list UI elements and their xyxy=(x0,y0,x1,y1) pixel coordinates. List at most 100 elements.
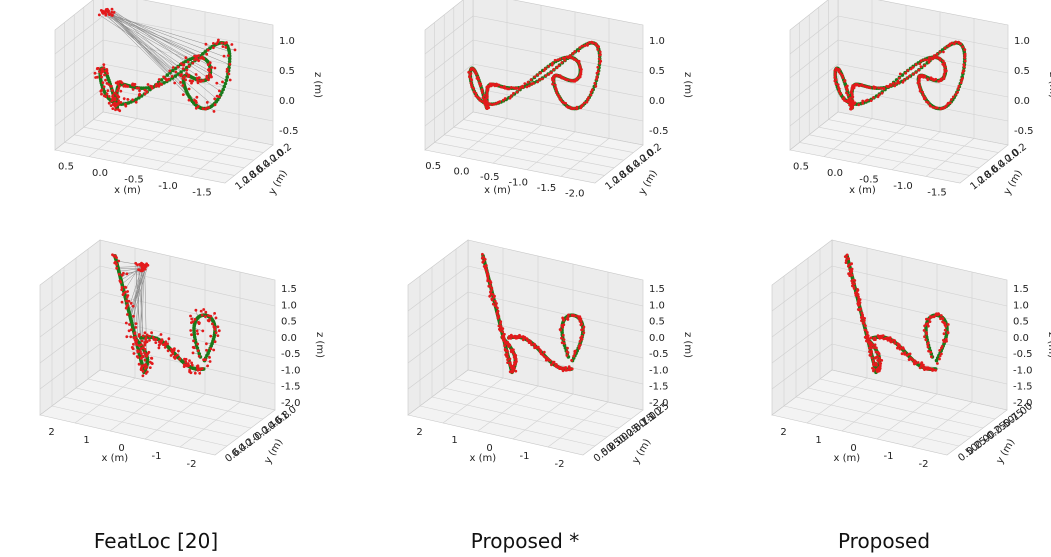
est-point xyxy=(186,60,190,64)
gt-point xyxy=(165,73,170,77)
est-point xyxy=(936,106,939,110)
est-point xyxy=(596,48,600,51)
z-tick-label: 0.0 xyxy=(1014,96,1030,107)
x-axis-label: x (m) xyxy=(101,453,128,464)
est-point xyxy=(963,59,967,63)
est-point xyxy=(922,329,926,332)
est-point xyxy=(214,331,218,335)
est-point xyxy=(147,350,151,354)
est-point xyxy=(144,353,148,357)
est-point xyxy=(145,333,149,337)
est-point xyxy=(585,100,589,104)
est-point xyxy=(927,60,931,64)
gridline xyxy=(467,291,644,333)
est-point xyxy=(188,79,192,83)
est-point xyxy=(151,336,155,339)
gridline xyxy=(144,393,206,440)
est-point xyxy=(854,294,858,297)
est-point xyxy=(116,95,120,99)
gridline xyxy=(442,377,504,424)
est-point xyxy=(961,77,964,80)
est-point xyxy=(204,315,207,318)
error-line xyxy=(103,13,214,106)
est-point xyxy=(925,332,928,336)
est-point xyxy=(599,59,603,63)
est-point xyxy=(541,77,544,81)
gridline xyxy=(789,15,839,55)
gt-point xyxy=(220,90,224,95)
est-point xyxy=(962,69,965,73)
est-point xyxy=(485,85,489,89)
est-point xyxy=(898,76,901,80)
est-point xyxy=(961,45,965,48)
est-point xyxy=(154,338,158,342)
gridline xyxy=(54,39,104,79)
est-point xyxy=(119,280,123,284)
z-tick-label: -1.0 xyxy=(281,365,301,376)
z-tick-label: 0.5 xyxy=(649,317,665,328)
est-point xyxy=(501,330,505,334)
est-point xyxy=(99,72,103,76)
gridline xyxy=(799,142,970,176)
est-point xyxy=(202,358,206,362)
est-point xyxy=(936,362,939,365)
est-point xyxy=(558,57,562,61)
est-point xyxy=(957,84,961,88)
est-point xyxy=(141,269,144,273)
est-point xyxy=(527,84,531,88)
est-point xyxy=(844,261,848,264)
est-point xyxy=(505,355,508,358)
est-point xyxy=(181,76,185,80)
gridline xyxy=(467,265,644,307)
gt-point xyxy=(224,78,229,83)
gridline xyxy=(431,396,608,438)
est-point xyxy=(515,90,519,94)
est-point xyxy=(140,343,143,346)
gridline xyxy=(472,15,644,50)
est-point xyxy=(590,40,594,44)
est-point xyxy=(529,78,533,82)
est-point xyxy=(533,346,536,350)
y-axis-label: y (m) xyxy=(267,168,290,197)
gridline xyxy=(54,63,104,103)
est-point xyxy=(212,42,215,45)
x-tick-label: 0 xyxy=(118,443,124,454)
est-point xyxy=(845,84,849,88)
est-point xyxy=(100,75,103,79)
est-point xyxy=(580,68,583,71)
gridline xyxy=(771,265,833,312)
est-point xyxy=(850,273,854,277)
est-point xyxy=(115,89,119,93)
est-point xyxy=(156,84,160,88)
est-point xyxy=(208,360,212,363)
z-axis-label: z (m) xyxy=(312,72,323,98)
est-point xyxy=(893,341,897,345)
est-point xyxy=(580,334,584,338)
est-point xyxy=(878,361,882,365)
est-point xyxy=(578,340,582,343)
est-point xyxy=(510,348,513,352)
est-point xyxy=(566,346,569,350)
est-point xyxy=(858,308,862,312)
est-point xyxy=(567,313,570,317)
est-point xyxy=(914,361,918,365)
est-point xyxy=(209,347,213,351)
est-point xyxy=(538,350,542,354)
est-point xyxy=(189,329,193,332)
est-point xyxy=(106,89,110,92)
est-point xyxy=(131,88,135,91)
panel-4: 210-1-2 0.60.40.20.0-0.2-0.4-0.6-0.8-1.01… xyxy=(39,239,325,470)
est-point xyxy=(194,308,198,312)
est-point xyxy=(209,334,213,338)
est-point xyxy=(125,335,129,339)
est-point xyxy=(526,338,529,342)
est-point xyxy=(102,66,106,70)
est-point xyxy=(547,358,551,362)
est-point xyxy=(134,261,138,265)
est-point xyxy=(871,359,875,363)
est-point xyxy=(196,105,200,108)
est-point xyxy=(872,363,875,367)
est-point xyxy=(106,9,110,13)
est-point xyxy=(598,62,602,65)
est-point xyxy=(869,99,873,102)
